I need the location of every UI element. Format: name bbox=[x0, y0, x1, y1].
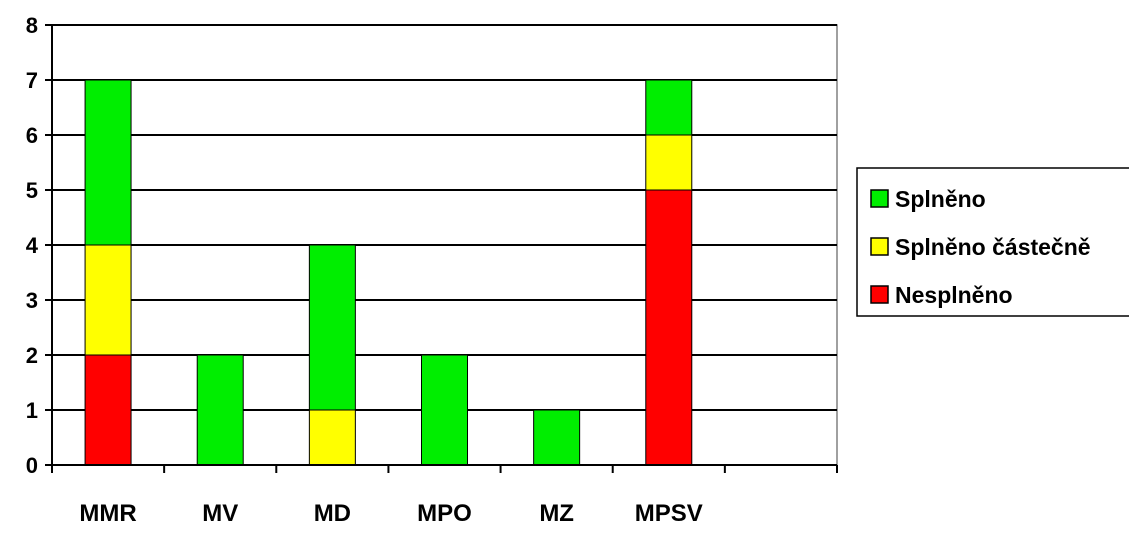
x-tick-label-mz: MZ bbox=[539, 500, 574, 527]
y-tick-label-1: 1 bbox=[26, 398, 38, 423]
bar-mv-splneno bbox=[197, 355, 243, 465]
bar-mmr-splneno bbox=[85, 80, 131, 245]
bar-md-splneno bbox=[309, 245, 355, 410]
bar-mpo-splneno bbox=[422, 355, 468, 465]
x-tick-label-mpo: MPO bbox=[417, 500, 472, 527]
y-tick-label-4: 4 bbox=[26, 233, 39, 258]
y-tick-label-8: 8 bbox=[26, 13, 38, 38]
y-tick-label-5: 5 bbox=[26, 178, 38, 203]
legend-label-splneno-castecne: Splněno částečně bbox=[895, 234, 1091, 260]
legend-swatch-splneno bbox=[871, 190, 888, 207]
y-tick-label-6: 6 bbox=[26, 123, 38, 148]
y-tick-label-7: 7 bbox=[26, 68, 38, 93]
legend-label-nesplneno: Nesplněno bbox=[895, 282, 1013, 308]
bar-mmr-splneno-castecne bbox=[85, 245, 131, 355]
legend-swatch-splneno-castecne bbox=[871, 238, 888, 255]
legend: Splněno Splněno částečně Nesplněno bbox=[857, 168, 1129, 316]
y-tick-label-3: 3 bbox=[26, 288, 38, 313]
bar-mpsv-splneno bbox=[646, 80, 692, 135]
bar-mpsv-nesplneno bbox=[646, 190, 692, 465]
bar-mmr-nesplneno bbox=[85, 355, 131, 465]
legend-swatch-nesplneno bbox=[871, 286, 888, 303]
x-tick-label-md: MD bbox=[314, 500, 351, 527]
bar-mz-splneno bbox=[534, 410, 580, 465]
bar-mpsv-splneno-castecne bbox=[646, 135, 692, 190]
x-tick-label-mmr: MMR bbox=[79, 500, 136, 527]
y-tick-label-2: 2 bbox=[26, 343, 38, 368]
y-tick-label-0: 0 bbox=[26, 453, 38, 478]
x-tick-label-mv: MV bbox=[202, 500, 238, 527]
x-tick-label-mpsv: MPSV bbox=[635, 500, 703, 527]
bar-md-splneno-castecne bbox=[309, 410, 355, 465]
legend-label-splneno: Splněno bbox=[895, 186, 986, 212]
